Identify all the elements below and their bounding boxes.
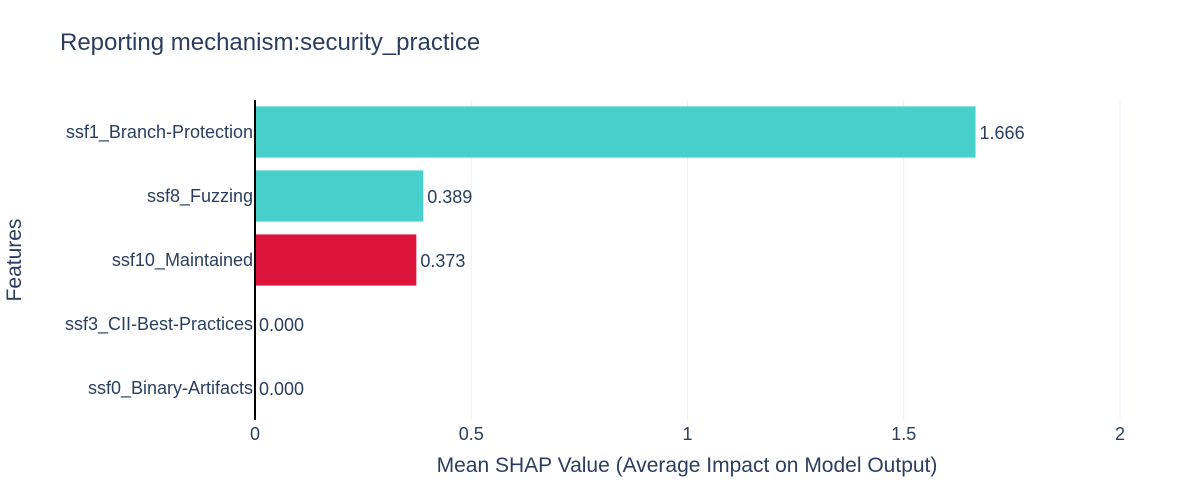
x-tick-labels: 0 0.5 1 1.5 2	[250, 424, 1125, 444]
y-tick-label: ssf8_Fuzzing	[147, 186, 253, 207]
x-axis-title: Mean SHAP Value (Average Impact on Model…	[437, 454, 938, 477]
x-tick-label: 1.5	[891, 424, 916, 444]
x-tick-label: 2	[1115, 424, 1125, 444]
y-tick-labels: ssf1_Branch-Protection ssf8_Fuzzing ssf10_…	[65, 122, 253, 399]
y-tick-label: ssf10_Maintained	[112, 250, 253, 271]
x-tick-label: 1	[682, 424, 692, 444]
value-label: 0.000	[259, 379, 304, 399]
y-tick-label: ssf3_CII-Best-Practices	[65, 314, 253, 335]
y-tick-label: ssf1_Branch-Protection	[66, 122, 253, 143]
x-tick-label: 0.5	[459, 424, 484, 444]
value-label: 1.666	[980, 123, 1025, 143]
bar	[255, 234, 417, 286]
bar	[255, 106, 976, 158]
value-labels: 1.666 0.389 0.373 0.000 0.000	[259, 123, 1025, 399]
x-tick-label: 0	[250, 424, 260, 444]
bars	[255, 106, 976, 286]
y-tick-label: ssf0_Binary-Artifacts	[88, 378, 253, 399]
value-label: 0.000	[259, 315, 304, 335]
y-axis-title: Features	[3, 219, 26, 302]
value-label: 0.389	[427, 187, 472, 207]
value-label: 0.373	[420, 251, 465, 271]
chart-title: Reporting mechanism:security_practice	[60, 29, 480, 56]
bar	[255, 170, 424, 222]
